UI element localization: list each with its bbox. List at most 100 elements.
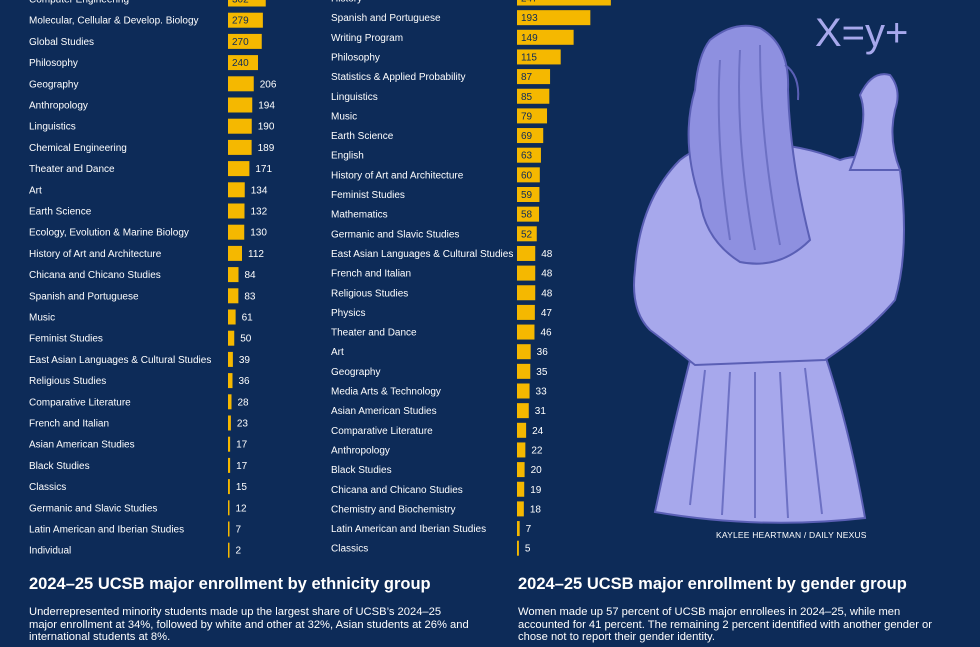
category-label: Linguistics: [29, 122, 76, 133]
bar: [517, 187, 540, 202]
value-label: 84: [245, 270, 257, 281]
category-label: Latin American and Iberian Studies: [331, 524, 486, 535]
bar: [228, 288, 239, 304]
bar: [517, 29, 574, 45]
bar: [228, 521, 230, 537]
value-label: 193: [521, 13, 538, 24]
value-label: 35: [536, 367, 548, 378]
bar: [517, 521, 520, 537]
category-label: Molecular, Cellular & Develop. Biology: [29, 16, 199, 27]
bar: [228, 224, 245, 240]
bar: [517, 481, 525, 497]
category-label: Religious Studies: [331, 288, 408, 299]
bar: [228, 330, 235, 346]
category-label: History of Art and Architecture: [331, 170, 464, 181]
value-label: 20: [531, 465, 543, 476]
bar: [517, 147, 541, 163]
category-label: Global Studies: [29, 37, 94, 48]
category-label: Germanic and Slavic Studies: [29, 503, 157, 514]
category-label: Linguistics: [331, 92, 378, 103]
value-label: 52: [521, 229, 533, 240]
value-label: 240: [232, 58, 249, 69]
category-label: Geography: [331, 367, 380, 378]
bar: [517, 0, 611, 6]
value-label: 7: [526, 524, 532, 535]
value-label: 58: [521, 210, 533, 221]
equation-text: X=y+: [815, 11, 908, 55]
value-label: 31: [535, 406, 547, 417]
category-label: Music: [331, 111, 357, 122]
value-label: 39: [239, 355, 251, 366]
value-label: 24: [532, 426, 544, 437]
value-label: 22: [531, 445, 543, 456]
gender-section-description: Women made up 57 percent of UCSB major e…: [518, 606, 932, 643]
category-label: Asian American Studies: [331, 406, 437, 417]
value-label: 61: [242, 313, 254, 324]
bar: [228, 0, 266, 7]
category-label: Philosophy: [331, 52, 380, 63]
value-label: 171: [255, 164, 272, 175]
bar: [228, 245, 242, 261]
bar: [228, 97, 253, 113]
bar: [517, 462, 525, 478]
value-label: 17: [236, 440, 248, 451]
category-label: East Asian Languages & Cultural Studies: [331, 249, 513, 260]
category-label: Media Arts & Technology: [331, 387, 441, 398]
category-label: Latin American and Iberian Studies: [29, 525, 184, 536]
category-label: Earth Science: [29, 207, 92, 218]
bar: [517, 344, 531, 360]
bar: [517, 363, 531, 379]
bar: [228, 76, 254, 92]
category-label: Chicana and Chicano Studies: [331, 485, 463, 496]
value-label: 206: [260, 79, 277, 90]
value-label: 60: [521, 170, 533, 181]
category-label: Classics: [29, 482, 66, 493]
bar: [228, 351, 233, 367]
value-label: 270: [232, 37, 249, 48]
bar: [228, 182, 245, 198]
category-label: Mathematics: [331, 210, 388, 221]
category-label: Comparative Literature: [29, 397, 131, 408]
value-label: 112: [248, 249, 264, 260]
value-label: 48: [541, 269, 553, 280]
bar: [228, 12, 263, 28]
category-label: Art: [29, 185, 42, 196]
bar: [228, 55, 258, 71]
bar: [228, 267, 239, 283]
value-label: 18: [530, 504, 542, 515]
bar: [517, 245, 536, 261]
gender-section-title: 2024–25 UCSB major enrollment by gender …: [518, 575, 907, 593]
ethnicity-section-title: 2024–25 UCSB major enrollment by ethnici…: [29, 575, 431, 593]
category-label: Chemistry and Biochemistry: [331, 504, 455, 515]
category-label: Anthropology: [331, 445, 390, 456]
bar: [517, 501, 524, 517]
category-label: Chicana and Chicano Studies: [29, 270, 161, 281]
student-at-board-illustration: X=y+: [633, 11, 908, 524]
value-label: 48: [541, 249, 553, 260]
category-label: Spanish and Portuguese: [331, 13, 441, 24]
category-label: English: [331, 151, 364, 162]
category-label: French and Italian: [29, 419, 109, 430]
bar: [228, 373, 233, 389]
category-label: Earth Science: [331, 131, 394, 142]
category-label: Black Studies: [331, 465, 392, 476]
category-label: Music: [29, 313, 55, 324]
value-label: 134: [251, 185, 268, 196]
category-label: French and Italian: [331, 269, 411, 280]
value-label: 194: [258, 101, 275, 112]
value-label: 189: [258, 143, 275, 154]
value-label: 23: [237, 419, 249, 430]
bar: [517, 10, 591, 26]
category-label: Individual: [29, 546, 71, 557]
bar: [517, 324, 535, 340]
value-label: 15: [236, 482, 248, 493]
bar: [517, 383, 530, 399]
bar: [228, 161, 250, 177]
bar: [228, 139, 252, 155]
right-bar-chart: History247Spanish and Portuguese193Writi…: [331, 0, 611, 556]
value-label: 2: [236, 546, 242, 557]
bar: [228, 203, 245, 219]
category-label: Ecology, Evolution & Marine Biology: [29, 228, 189, 239]
value-label: 7: [236, 525, 242, 536]
category-label: Feminist Studies: [331, 190, 405, 201]
